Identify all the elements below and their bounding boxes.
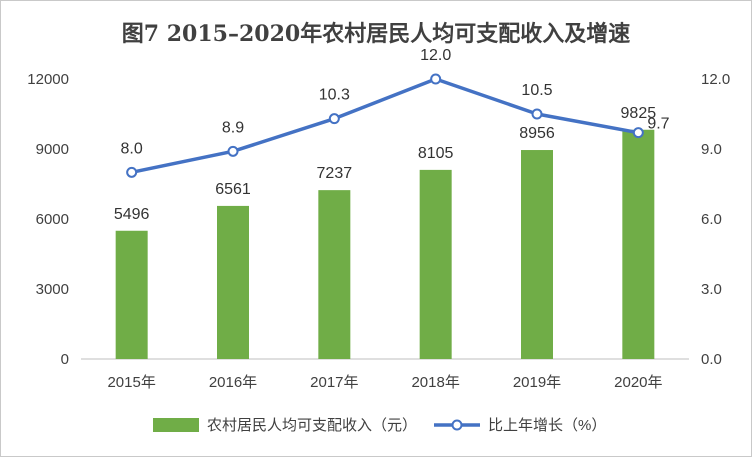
bar-series [115,129,655,359]
line-point [227,145,239,157]
x-tick-label: 2018年 [411,374,459,391]
line-value-label: 10.3 [319,87,350,104]
data-labels: 5496 6561 7237 8105 8956 9825 8.0 8.9 10.3 12.0 10… [114,47,670,223]
y-right-tick-label: 12.0 [701,71,730,88]
legend-bar-swatch [153,418,199,432]
bar [115,230,148,359]
line-value-label: 8.0 [121,140,143,157]
line-point [430,73,442,85]
bar-value-label: 8105 [418,145,454,162]
x-tick-label: 2020年 [614,374,662,391]
y-right-tick-label: 3.0 [701,281,722,298]
line-point [328,113,340,125]
line-value-label: 9.7 [647,116,669,133]
x-tick-label: 2016年 [209,374,257,391]
y-left-tick-label: 3000 [36,281,69,298]
legend: 农村居民人均可支配收入（元） 比上年增长（%） [153,417,606,434]
y-left-tick-label: 12000 [27,71,69,88]
x-tick-label: 2019年 [513,374,561,391]
bar [217,205,249,359]
line-point [126,166,138,178]
bar-value-label: 9825 [621,105,657,122]
y-left-tick-label: 6000 [36,211,69,228]
bar-value-label: 6561 [215,181,251,198]
bar [318,190,351,359]
line-series [126,73,644,178]
bar [419,169,452,359]
line-value-label: 12.0 [420,47,451,64]
bar-value-label: 5496 [114,206,150,223]
line-value-label: 10.5 [521,82,552,99]
bar [622,129,655,359]
y-right-tick-label: 9.0 [701,141,722,158]
bar-value-label: 8956 [519,125,555,142]
axes: 0 3000 6000 9000 12000 0.0 3.0 6.0 9.0 12.0 2015年 2… [27,71,730,391]
x-tick-label: 2015年 [107,374,155,391]
legend-line-marker [451,419,463,431]
y-right-tick-label: 6.0 [701,211,722,228]
y-left-tick-label: 0 [61,351,69,368]
line-value-label: 8.9 [222,119,244,136]
x-tick-label: 2017年 [310,374,358,391]
bar-value-label: 7237 [317,165,353,182]
bar [521,150,553,359]
legend-bar-label: 农村居民人均可支配收入（元） [207,417,417,434]
line-point [632,127,644,139]
chart-title: 图7 2015–2020年农村居民人均可支配收入及增速 [122,21,630,47]
legend-line-label: 比上年增长（%） [488,417,606,434]
y-left-tick-label: 9000 [36,141,69,158]
line-point [531,108,543,120]
y-right-tick-label: 0.0 [701,351,722,368]
growth-line [131,77,639,175]
